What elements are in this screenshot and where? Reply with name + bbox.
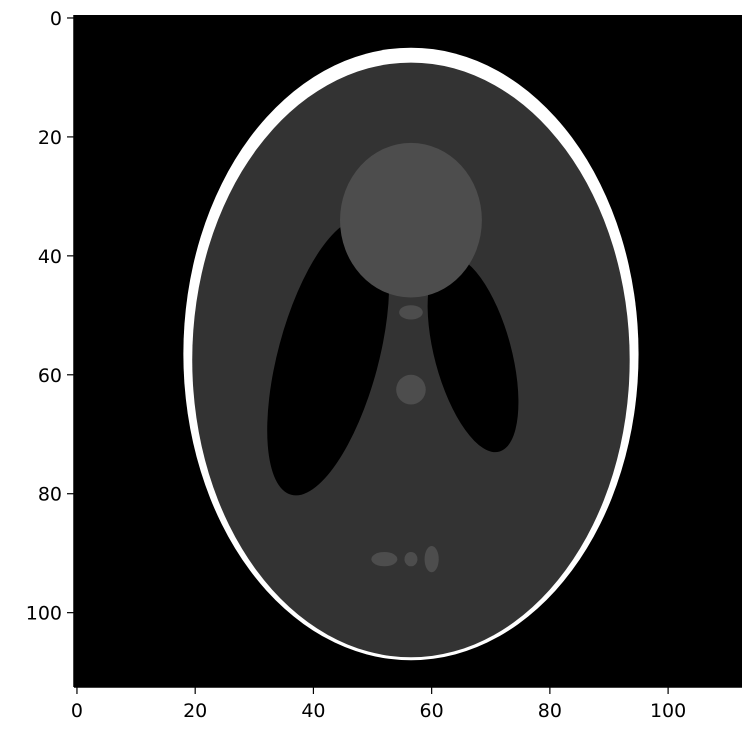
ellipse-center-dot <box>396 374 426 405</box>
plot-area <box>74 15 742 687</box>
ellipse-bottom-dot-2 <box>404 552 418 567</box>
x-tick-label: 60 <box>420 700 444 722</box>
ellipse-brain <box>192 62 630 658</box>
ellipse-right-ventricle <box>427 255 519 453</box>
y-tick-label: 100 <box>26 603 62 625</box>
axes: 0 20 40 60 80 100 0 20 40 60 80 100 <box>26 8 742 722</box>
x-tick-label: 40 <box>301 700 325 722</box>
x-tick-label: 20 <box>183 700 207 722</box>
ellipse-left-ventricle <box>267 218 390 496</box>
y-tick-label: 80 <box>38 484 62 506</box>
ellipse-top-blob <box>340 142 482 298</box>
ellipse-bottom-dot-1 <box>371 552 398 567</box>
y-tick-label: 60 <box>38 365 62 387</box>
x-tick-label: 0 <box>71 700 83 722</box>
ellipse-upper-dot <box>399 305 423 320</box>
y-tick-label: 40 <box>38 246 62 268</box>
x-tick-label: 80 <box>538 700 562 722</box>
x-tick-label: 100 <box>650 700 686 722</box>
y-tick-label: 20 <box>38 127 62 149</box>
y-tick-label: 0 <box>50 8 62 30</box>
ellipse-bottom-dot-3 <box>424 546 439 573</box>
